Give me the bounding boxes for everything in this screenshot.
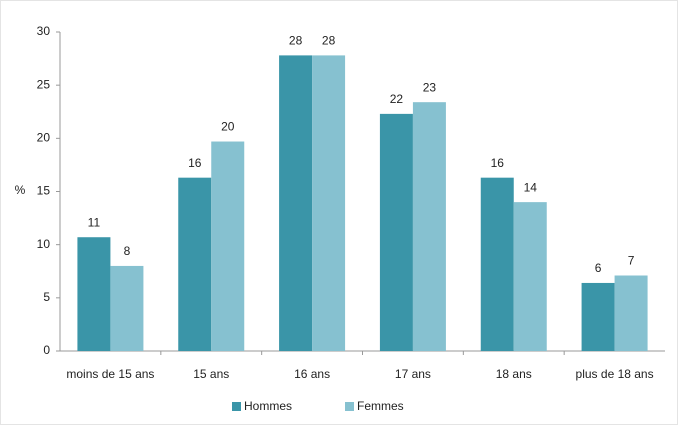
data-label: 6: [595, 261, 602, 275]
y-tick-label: 30: [37, 24, 51, 38]
y-tick-label: 10: [37, 237, 51, 251]
data-label: 16: [188, 156, 202, 170]
x-tick-label: 18 ans: [495, 367, 532, 381]
bar: [412, 102, 446, 352]
data-label: 11: [88, 215, 101, 229]
bar: [211, 141, 245, 351]
legend-swatch: [232, 402, 241, 411]
data-label: 20: [221, 120, 235, 134]
y-tick-label: 15: [37, 184, 51, 198]
bar: [614, 275, 648, 351]
y-axis-label: %: [15, 183, 26, 197]
data-label: 28: [322, 34, 336, 48]
data-label: 16: [491, 156, 505, 170]
y-tick-label: 25: [37, 77, 51, 91]
bar: [110, 265, 144, 351]
legend-label: Hommes: [244, 399, 292, 413]
x-tick-label: plus de 18 ans: [575, 367, 654, 381]
bar: [312, 55, 346, 351]
y-tick-label: 20: [37, 131, 51, 145]
data-label: 23: [423, 80, 437, 94]
bar: [513, 202, 547, 351]
data-label: 28: [289, 34, 303, 48]
bar: [379, 113, 413, 351]
bar: [279, 55, 313, 351]
x-tick-label: 17 ans: [394, 367, 431, 381]
x-tick-label: moins de 15 ans: [66, 367, 155, 381]
y-tick-label: 5: [43, 290, 50, 304]
data-label: 8: [124, 244, 131, 258]
bar: [77, 237, 111, 351]
bar: [581, 282, 615, 351]
legend-swatch: [345, 402, 354, 411]
bar: [480, 177, 514, 351]
x-tick-label: 15 ans: [193, 367, 230, 381]
y-tick-label: 0: [43, 343, 50, 357]
data-label: 7: [628, 254, 635, 268]
data-label: 14: [524, 180, 538, 194]
data-label: 22: [390, 92, 404, 106]
legend-label: Femmes: [357, 399, 404, 413]
x-tick-label: 16 ans: [294, 367, 331, 381]
bar: [178, 177, 212, 351]
